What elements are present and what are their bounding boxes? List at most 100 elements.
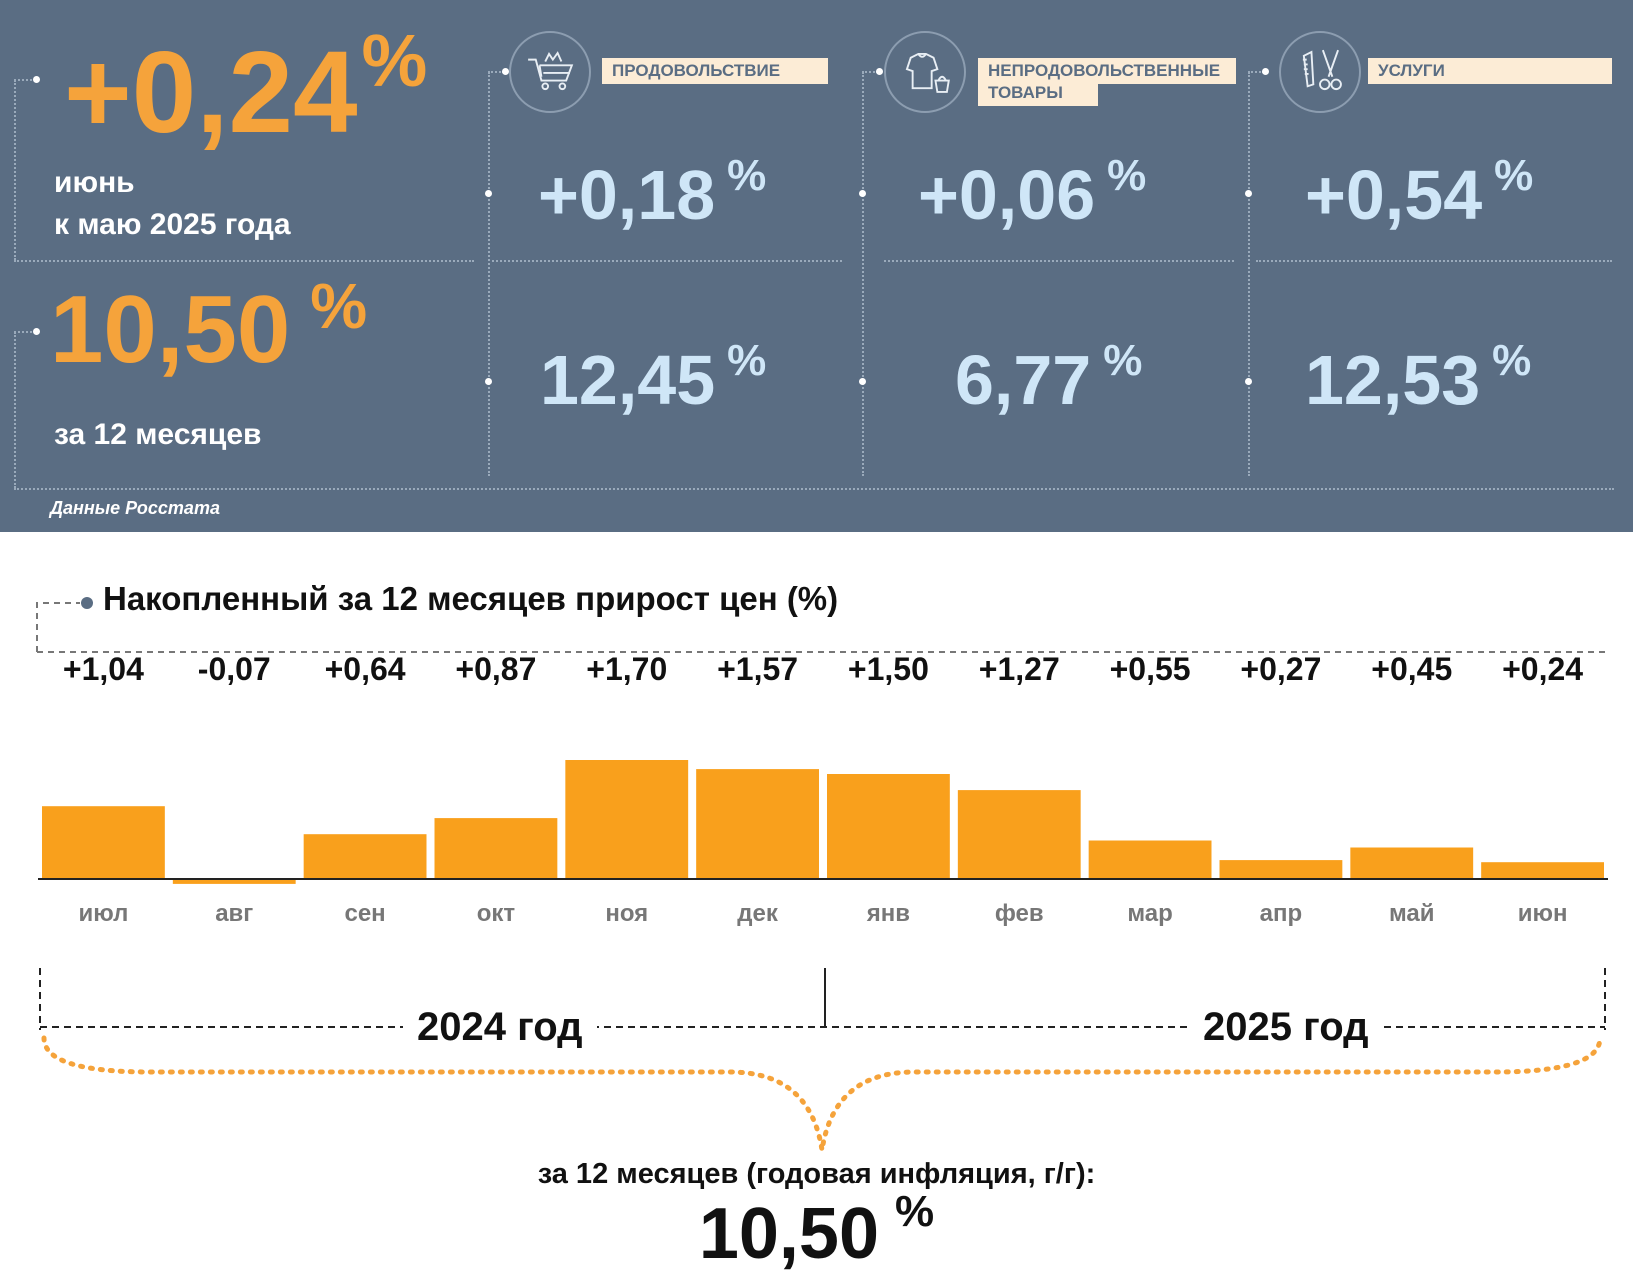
- food-monthly-value: +0,18%: [538, 154, 766, 231]
- month-label: окт: [477, 900, 516, 927]
- annual-total-value: 10,50%: [0, 1190, 1633, 1271]
- value-label: +1,04: [63, 651, 144, 687]
- value-text: 12,45: [540, 341, 716, 419]
- month-label: ноя: [605, 900, 648, 927]
- bar-май: [1350, 847, 1474, 879]
- bar-авг: [172, 879, 296, 884]
- value-label: +0,64: [325, 651, 406, 687]
- connector-line: [14, 79, 36, 81]
- value-text: +0,18: [538, 156, 716, 234]
- total-value-text: 10,50: [698, 1194, 880, 1274]
- value-text: +0,06: [918, 156, 1096, 234]
- bar-дек: [696, 769, 819, 879]
- monthly-period-label: июнь к маю 2025 года: [54, 162, 291, 246]
- category-label-food: ПРОДОВОЛЬСТВИЕ: [602, 58, 828, 84]
- connector-node: [859, 190, 866, 197]
- percent-sign: %: [1492, 336, 1532, 385]
- value-label: +1,57: [717, 651, 798, 687]
- connector-node: [1245, 378, 1252, 385]
- comparison-label: к маю 2025 года: [54, 208, 291, 241]
- category-label-nonfood-line2: ТОВАРЫ: [978, 80, 1098, 106]
- monthly-value-text: +0,24: [64, 27, 358, 157]
- connector-line: [488, 71, 504, 73]
- value-label: +1,27: [979, 651, 1060, 687]
- percent-sign: %: [727, 151, 767, 200]
- bar-июл: [42, 806, 165, 879]
- month-label: сен: [344, 900, 385, 927]
- bar-сен: [303, 834, 427, 879]
- shopping-cart-icon: [509, 31, 591, 113]
- connector-node: [485, 378, 492, 385]
- percent-sign: %: [1494, 151, 1534, 200]
- services-monthly-value: +0,54%: [1305, 154, 1533, 231]
- percent-sign: %: [1103, 336, 1143, 385]
- connector-node: [1245, 190, 1252, 197]
- annual-total-caption: за 12 месяцев (годовая инфляция, г/г):: [537, 1158, 1096, 1190]
- month-label: июл: [78, 900, 128, 927]
- month-label: июн: [1518, 900, 1568, 927]
- value-labels: +1,04 -0,07 +0,64 +0,87 +1,70 +1,57 +1,50 +1,27…: [63, 651, 1583, 687]
- row-divider: [14, 260, 474, 262]
- value-label: -0,07: [198, 651, 271, 687]
- connector-node: [876, 68, 883, 75]
- category-labels: июл авг сен окт ноя дек янв фев мар апр май июн: [78, 900, 1567, 927]
- connector-line: [14, 332, 16, 488]
- connector-node: [33, 76, 40, 83]
- category-label-nonfood: НЕПРОДОВОЛЬСТВЕННЫЕ: [978, 58, 1236, 84]
- bottom-divider: [14, 488, 1614, 490]
- bar-июн: [1481, 862, 1604, 879]
- row-divider: [492, 260, 842, 262]
- connector-node: [1262, 68, 1269, 75]
- value-label: +0,24: [1502, 651, 1583, 687]
- value-text: +0,54: [1305, 156, 1483, 234]
- comb-scissors-icon: [1279, 31, 1361, 113]
- row-divider: [1256, 260, 1612, 262]
- column-separator: [862, 72, 864, 476]
- title-connector: [36, 597, 1608, 653]
- percent-sign: %: [310, 270, 368, 342]
- year-label-2024: 2024 год: [403, 1005, 597, 1050]
- connector-line: [862, 71, 878, 73]
- percent-sign: %: [727, 336, 767, 385]
- value-label: +0,27: [1240, 651, 1321, 687]
- food-annual-value: 12,45%: [540, 339, 766, 416]
- monthly-bar-chart: +1,04 -0,07 +0,64 +0,87 +1,70 +1,57 +1,50 +1,27…: [38, 651, 1608, 927]
- bar-фев: [957, 790, 1081, 879]
- percent-sign: %: [361, 19, 428, 102]
- percent-sign: %: [1107, 151, 1147, 200]
- bars: [42, 760, 1604, 884]
- bar-ноя: [565, 760, 689, 879]
- nonfood-monthly-value: +0,06%: [918, 154, 1146, 231]
- value-label: +0,55: [1110, 651, 1191, 687]
- month-label: мар: [1127, 900, 1172, 927]
- chart-title: Накопленный за 12 месяцев прирост цен (%…: [103, 580, 839, 617]
- label-line: НЕПРОДОВОЛЬСТВЕННЫЕ: [988, 61, 1221, 80]
- connector-node: [502, 68, 509, 75]
- percent-sign: %: [895, 1187, 935, 1236]
- connector-line: [14, 331, 36, 333]
- year-bracket: [39, 968, 1606, 1151]
- row-divider: [884, 260, 1234, 262]
- label-line: ТОВАРЫ: [988, 83, 1063, 102]
- nonfood-annual-value: 6,77%: [955, 339, 1142, 416]
- monthly-inflation-value: +0,24%: [64, 24, 427, 151]
- month-label: фев: [995, 900, 1044, 927]
- connector-line: [1248, 71, 1264, 73]
- value-label: +0,87: [455, 651, 536, 687]
- value-label: +0,45: [1371, 651, 1452, 687]
- month-label: апр: [1260, 900, 1303, 927]
- value-text: 12,53: [1305, 341, 1481, 419]
- data-source-label: Данные Росстата: [50, 498, 220, 518]
- month-label: янв: [866, 900, 910, 927]
- month-label: июнь: [54, 166, 135, 199]
- annual-inflation-value: 10,50%: [50, 274, 367, 378]
- value-text: 6,77: [955, 341, 1092, 419]
- bar-апр: [1219, 860, 1343, 879]
- connector-node: [33, 328, 40, 335]
- clothes-icon: [884, 31, 966, 113]
- value-label: +1,70: [586, 651, 667, 687]
- value-label: +1,50: [848, 651, 929, 687]
- month-label: дек: [737, 900, 779, 927]
- connector-node: [485, 190, 492, 197]
- annual-value-text: 10,50: [50, 276, 291, 383]
